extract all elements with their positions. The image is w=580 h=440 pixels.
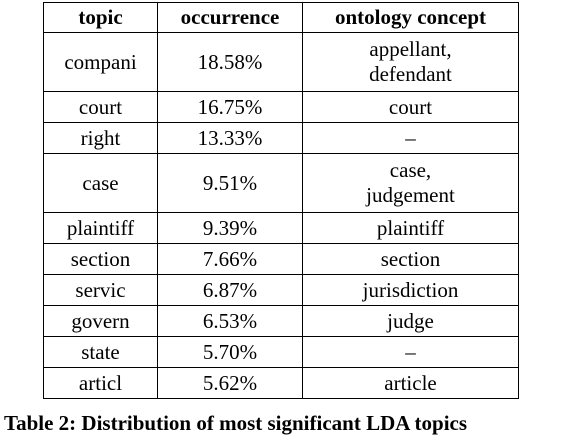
cell-occurrence: 5.70%	[157, 336, 303, 368]
header-topic: topic	[43, 2, 158, 33]
cell-topic: section	[43, 243, 158, 275]
cell-topic: right	[43, 122, 158, 154]
cell-occurrence: 6.53%	[157, 305, 303, 337]
cell-topic: state	[43, 336, 158, 368]
cell-occurrence: 18.58%	[157, 32, 303, 92]
table-row: court 16.75% court	[43, 91, 519, 123]
cell-occurrence: 6.87%	[157, 274, 303, 306]
concept-line: judgement	[366, 183, 455, 207]
table-row: case 9.51% case, judgement	[43, 153, 519, 213]
concept-line: defendant	[369, 62, 452, 86]
table-row: plaintiff 9.39% plaintiff	[43, 212, 519, 244]
table-row: servic 6.87% jurisdiction	[43, 274, 519, 306]
table-header-row: topic occurrence ontology concept	[43, 2, 519, 33]
cell-concept: appellant, defendant	[302, 32, 519, 92]
table-row: articl 5.62% article	[43, 367, 519, 399]
table-row: compani 18.58% appellant, defendant	[43, 32, 519, 92]
cell-topic: servic	[43, 274, 158, 306]
cell-occurrence: 5.62%	[157, 367, 303, 399]
lda-topics-table: topic occurrence ontology concept compan…	[43, 2, 519, 399]
cell-topic: court	[43, 91, 158, 123]
cell-concept: court	[302, 91, 519, 123]
lda-topics-table-container: topic occurrence ontology concept compan…	[43, 2, 519, 399]
cell-topic: compani	[43, 32, 158, 92]
concept-line: appellant,	[369, 37, 452, 62]
table-row: section 7.66% section	[43, 243, 519, 275]
cell-occurrence: 13.33%	[157, 122, 303, 154]
table-caption: Table 2: Distribution of most significan…	[4, 411, 468, 435]
header-ontology-concept: ontology concept	[302, 2, 519, 33]
header-occurrence: occurrence	[157, 2, 303, 33]
cell-occurrence: 7.66%	[157, 243, 303, 275]
cell-concept: jurisdiction	[302, 274, 519, 306]
cell-topic: plaintiff	[43, 212, 158, 244]
cell-occurrence: 9.51%	[157, 153, 303, 213]
cell-concept: –	[302, 122, 519, 154]
concept-line: case,	[389, 158, 432, 183]
table-row: govern 6.53% judge	[43, 305, 519, 337]
cell-occurrence: 9.39%	[157, 212, 303, 244]
cell-concept: –	[302, 336, 519, 368]
cell-topic: govern	[43, 305, 158, 337]
cell-topic: articl	[43, 367, 158, 399]
cell-concept: article	[302, 367, 519, 399]
cell-concept: plaintiff	[302, 212, 519, 244]
cell-topic: case	[43, 153, 158, 213]
cell-concept: case, judgement	[302, 153, 519, 213]
table-row: right 13.33% –	[43, 122, 519, 154]
table-row: state 5.70% –	[43, 336, 519, 368]
cell-concept: section	[302, 243, 519, 275]
cell-concept: judge	[302, 305, 519, 337]
cell-occurrence: 16.75%	[157, 91, 303, 123]
